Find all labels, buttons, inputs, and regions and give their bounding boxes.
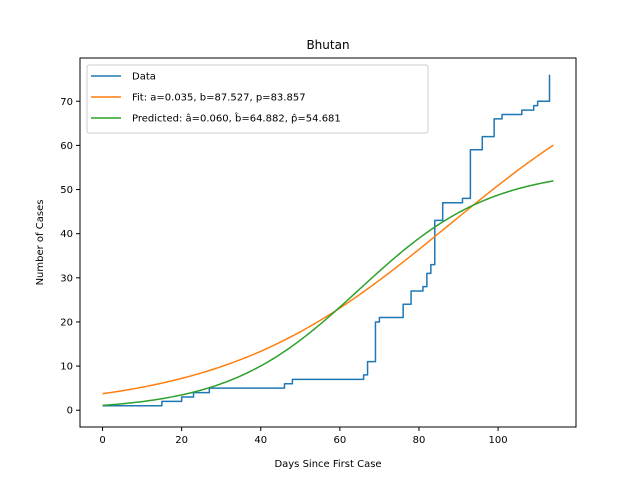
x-axis-label: Days Since First Case	[274, 459, 381, 470]
y-axis: 0 10 20 30 40 50 60 70	[60, 97, 80, 417]
plot-frame	[79, 57, 577, 428]
x-axis: 0 20 40 60 80 100	[99, 427, 508, 446]
chart-title: Bhutan	[306, 38, 349, 52]
x-tick-label: 60	[333, 435, 346, 446]
x-tick-label: 40	[254, 435, 267, 446]
y-axis-label: Number of Cases	[35, 200, 46, 286]
series-line-2	[102, 180, 554, 407]
y-tick-label: 40	[60, 229, 73, 240]
y-tick-label: 0	[67, 406, 73, 417]
series-line-1	[102, 144, 554, 395]
series-layer	[102, 74, 554, 407]
y-tick-label: 60	[60, 141, 73, 152]
series-line-0	[102, 74, 551, 407]
y-tick-label: 20	[60, 317, 73, 328]
x-tick-label: 0	[99, 435, 105, 446]
legend-box	[86, 64, 429, 134]
y-tick-label: 30	[60, 273, 73, 284]
x-tick-label: 20	[175, 435, 188, 446]
legend: Data Fit: a=0.035, b=87.527, p=83.857 Pred…	[86, 64, 429, 134]
x-tick-label: 100	[489, 435, 508, 446]
y-tick-label: 50	[60, 185, 73, 196]
legend-label-0: Data	[132, 72, 156, 83]
legend-label-2: Predicted: â=0.060, b̂=64.882, p̂=54.681	[132, 112, 341, 125]
legend-label-1: Fit: a=0.035, b=87.527, p=83.857	[132, 93, 306, 104]
y-tick-label: 70	[60, 97, 73, 108]
y-tick-label: 10	[60, 362, 73, 373]
x-tick-label: 80	[413, 435, 426, 446]
